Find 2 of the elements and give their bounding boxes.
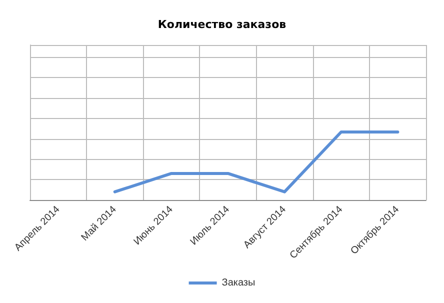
chart-title: Количество заказов xyxy=(158,18,286,31)
legend-label: Заказы xyxy=(222,278,256,288)
